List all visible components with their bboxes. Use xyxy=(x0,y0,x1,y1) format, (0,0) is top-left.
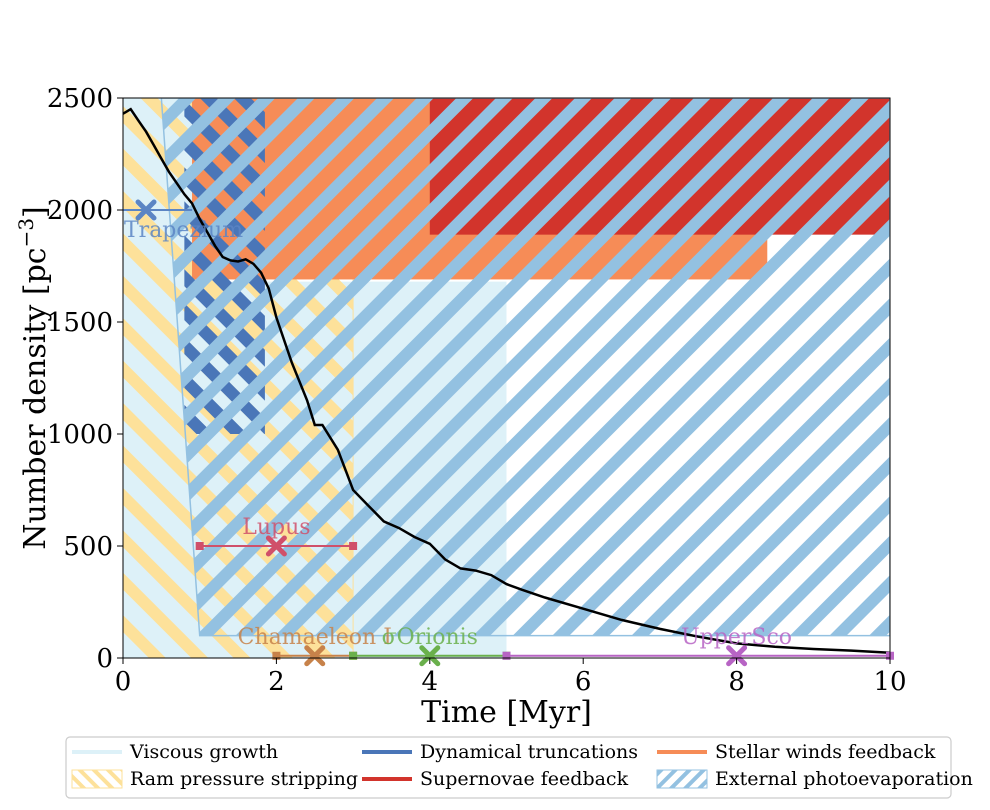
x-tick-label: 0 xyxy=(115,667,132,697)
y-tick-label: 2000 xyxy=(47,196,113,226)
axes-frame xyxy=(122,97,891,659)
cluster-lupus-label: Lupus xyxy=(242,515,310,540)
cluster-uppersco-marker xyxy=(726,645,748,667)
legend-label-viscous-growth: Viscous growth xyxy=(129,741,278,763)
legend-frame xyxy=(65,736,952,799)
legend-label-supernovae-feedback: Supernovae feedback xyxy=(420,768,629,790)
cluster--orionis-cap-left xyxy=(349,651,358,660)
cluster-chamaeleon-i-marker xyxy=(304,645,326,667)
density-curve xyxy=(123,107,890,655)
legend-swatch-ram-pressure-stripping xyxy=(71,769,123,789)
x-tick-label: 8 xyxy=(728,667,745,697)
cluster-chamaeleon-i-label: Chamaeleon I xyxy=(238,625,392,650)
x-tick-label: 6 xyxy=(575,667,592,697)
cluster-lupus-cap-right xyxy=(349,542,358,550)
y-tick-label: 1500 xyxy=(47,308,113,338)
legend-label-external-photoevaporation: External photoevaporation xyxy=(715,768,973,790)
cluster-lupus-cap-left xyxy=(195,542,204,550)
y-tick-label: 2500 xyxy=(47,84,113,114)
x-axis-title: Time [Myr] xyxy=(421,695,592,730)
cluster-uppersco-label: UpperSco xyxy=(681,625,792,650)
legend-label-stellar-winds-feedback: Stellar winds feedback xyxy=(715,741,936,763)
cluster-trapezium-label: Trapezium xyxy=(124,218,243,243)
y-tick-label: 1000 xyxy=(47,420,113,450)
x-tick-label: 4 xyxy=(422,667,439,697)
legend-label-dynamical-truncations: Dynamical truncations xyxy=(420,741,638,763)
x-tick-label: 10 xyxy=(873,667,906,697)
legend-label-ram-pressure-stripping: Ram pressure stripping xyxy=(130,768,358,790)
cluster-chamaeleon-i-cap-left xyxy=(272,651,281,660)
y-tick-label: 500 xyxy=(63,532,113,562)
legend-swatch-external-photoevaporation xyxy=(656,769,708,789)
x-tick-label: 2 xyxy=(268,667,285,697)
cluster--orionis-marker xyxy=(419,645,441,667)
legend: Viscous growth Dynamical truncations Stell… xyxy=(65,736,973,799)
cluster-trapezium-marker xyxy=(135,199,157,221)
y-tick-label: 0 xyxy=(96,644,113,674)
cluster-uppersco-cap-left xyxy=(502,651,511,660)
cluster-lupus-marker xyxy=(265,535,287,557)
region-external-photoevaporation xyxy=(160,98,890,637)
y-axis-title: Number density [pc−3] xyxy=(14,206,53,550)
cluster--orionis-label: σOrionis xyxy=(382,625,478,650)
